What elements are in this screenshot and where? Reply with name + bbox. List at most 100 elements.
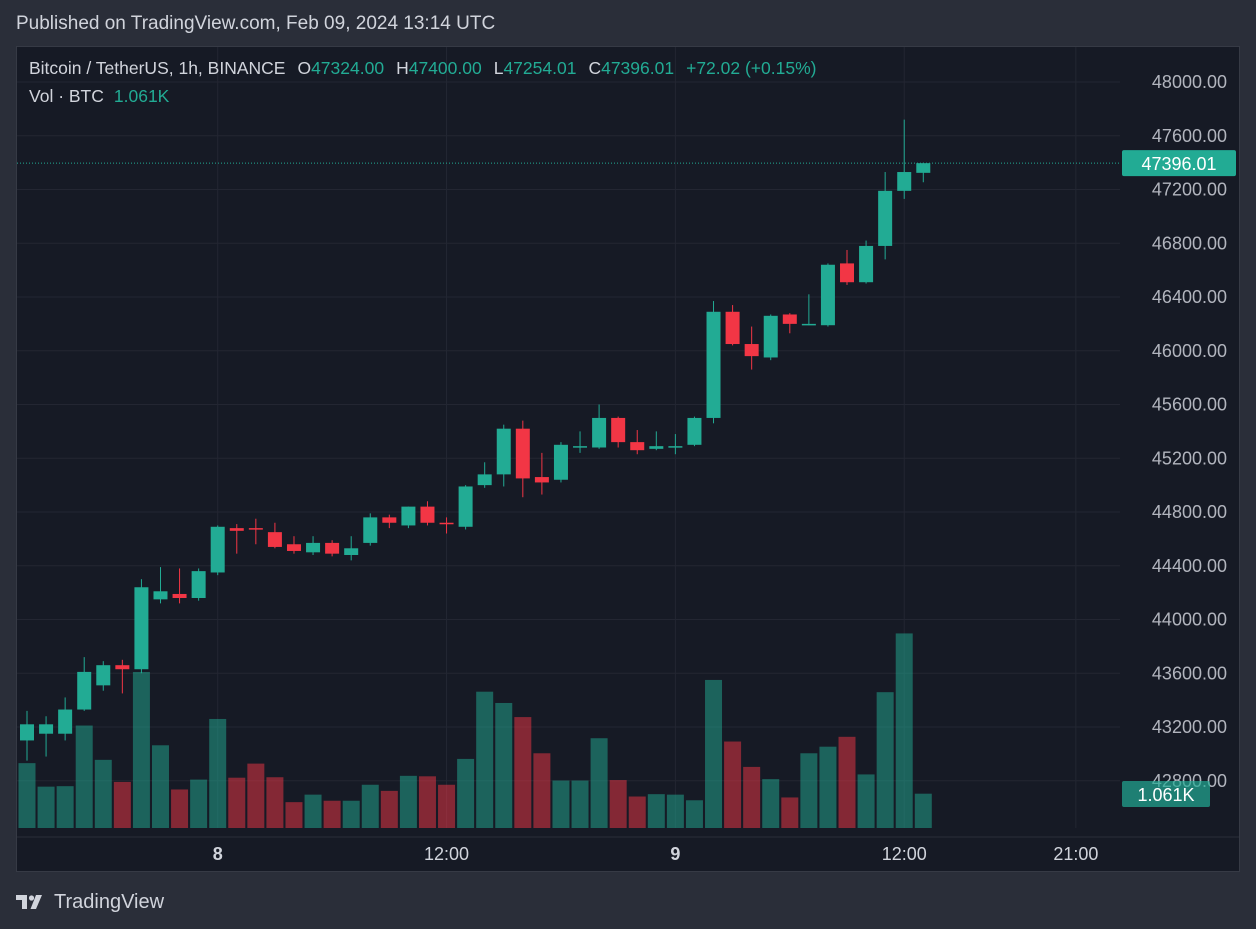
volume-bar: [266, 777, 284, 828]
volume-bar: [228, 777, 246, 828]
volume-bar: [171, 789, 189, 828]
volume-bar: [476, 691, 494, 828]
candle-body: [553, 444, 568, 480]
volume-bar: [647, 794, 665, 828]
volume-bar: [438, 784, 456, 828]
volume-bar: [514, 717, 532, 828]
candle-body: [248, 528, 263, 530]
symbol-title[interactable]: Bitcoin / TetherUS, 1h, BINANCE: [29, 58, 286, 78]
tradingview-logo-icon: [16, 895, 42, 909]
candle-body: [458, 486, 473, 527]
candle-body: [534, 477, 549, 483]
last-volume-badge: [1122, 781, 1210, 807]
candle-body: [649, 446, 664, 449]
volume-bar: [705, 679, 723, 828]
volume-bar: [533, 753, 551, 828]
candle-body: [363, 517, 378, 543]
candlestick-chart[interactable]: 48000.00 47600.00 47200.00 46800.00 46400.00…: [17, 47, 1240, 872]
volume-bar: [571, 780, 589, 828]
y-axis-tick-label: 47600.00: [1152, 126, 1227, 146]
low-label: L: [493, 58, 504, 78]
volume-bar: [209, 718, 227, 828]
tradingview-logo-text: TradingView: [54, 890, 165, 913]
candle-body: [134, 587, 149, 670]
high-value: 47400.00: [408, 58, 482, 78]
candle-body: [820, 264, 835, 326]
volume-bar: [590, 738, 608, 828]
candle-body: [725, 311, 740, 345]
volume-bar: [304, 794, 322, 828]
volume-bar: [781, 797, 799, 828]
volume-bar: [495, 702, 513, 828]
candle-body: [744, 344, 759, 357]
volume-bar: [323, 800, 341, 828]
y-axis-tick-label: 45600.00: [1152, 395, 1227, 415]
candle-body: [573, 446, 588, 448]
volume-bar: [151, 745, 169, 828]
candle-body: [592, 417, 607, 448]
candle-body: [668, 446, 683, 448]
candle-body: [763, 315, 778, 358]
candle-body: [229, 528, 244, 531]
volume-bar: [56, 786, 74, 828]
candle-body: [191, 571, 206, 598]
y-axis-tick-label: 45200.00: [1152, 448, 1227, 468]
published-caption: Published on TradingView.com, Feb 09, 20…: [16, 13, 496, 34]
volume-bar: [361, 784, 379, 828]
volume-bar: [190, 779, 208, 828]
candle-body: [611, 417, 626, 443]
candle-body: [96, 665, 111, 686]
volume-bar: [857, 774, 875, 828]
volume-bar: [18, 763, 36, 828]
volume-bar: [132, 671, 150, 828]
x-axis-tick-label: 21:00: [1053, 844, 1098, 864]
volume-bar: [75, 725, 93, 828]
chart-panel[interactable]: 48000.00 47600.00 47200.00 46800.00 46400.00…: [16, 46, 1240, 872]
volume-bar: [380, 790, 398, 828]
candle-body: [39, 724, 54, 734]
low-value: 47254.01: [503, 58, 577, 78]
candle-body: [782, 314, 797, 324]
change-value: +72.02 (+0.15%): [686, 58, 817, 78]
candle-body: [172, 593, 187, 598]
y-axis-tick-label: 43600.00: [1152, 663, 1227, 683]
volume-bar: [457, 758, 475, 828]
open-label: O: [297, 58, 312, 78]
volume-bar: [399, 775, 417, 828]
volume-bar: [628, 796, 646, 828]
candle-body: [859, 245, 874, 283]
chart-legend: Bitcoin / TetherUS, 1h, BINANCE O 47324.0…: [29, 58, 828, 107]
candle-body: [20, 724, 34, 741]
candle-body: [420, 506, 435, 523]
y-axis-tick-label: 48000.00: [1152, 72, 1227, 92]
candle-body: [382, 517, 397, 523]
last-volume-label: 1.061K: [1137, 785, 1194, 805]
y-axis-tick-label: 46800.00: [1152, 233, 1227, 253]
tradingview-logo[interactable]: TradingView: [16, 888, 164, 916]
candle-body: [210, 526, 225, 573]
high-label: H: [396, 58, 409, 78]
candle-body: [153, 591, 168, 600]
volume-bar: [685, 800, 703, 828]
volume-bar: [285, 802, 303, 828]
volume-bar: [666, 794, 684, 828]
volume-bar: [895, 633, 913, 828]
volume-bar: [609, 780, 627, 828]
close-value: 47396.01: [601, 58, 675, 78]
candle-body: [687, 417, 702, 445]
y-axis-tick-label: 44800.00: [1152, 502, 1227, 522]
candle-body: [916, 163, 931, 173]
candle-body: [439, 522, 454, 525]
last-price-badge: [1122, 150, 1236, 177]
volume-bar: [743, 766, 761, 828]
x-axis-tick-label: 12:00: [882, 844, 927, 864]
candle-body: [344, 548, 359, 555]
candle-body: [878, 190, 893, 246]
y-axis-tick-label: 46400.00: [1152, 287, 1227, 307]
volume-bar: [247, 763, 265, 828]
candle-body: [267, 532, 282, 547]
volume-bar: [914, 793, 932, 828]
candle-body: [58, 709, 73, 734]
volume-bar: [342, 800, 360, 828]
candle-body: [706, 311, 721, 418]
